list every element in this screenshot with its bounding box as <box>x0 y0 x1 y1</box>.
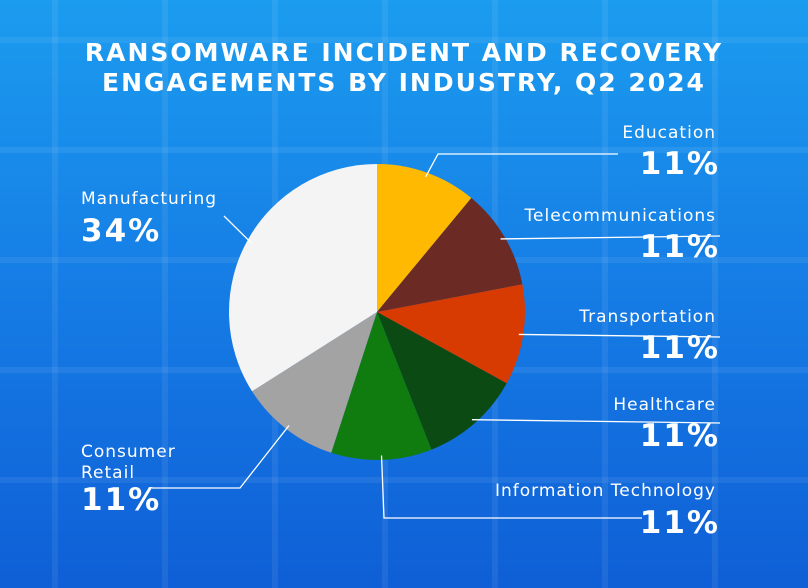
chart-title-line-2: ENGAGEMENTS BY INDUSTRY, Q2 2024 <box>102 68 706 97</box>
leader-line-transportation <box>518 333 721 338</box>
value-consumer-retail: 11% <box>81 482 162 518</box>
pie-slice-telecommunications <box>377 197 523 312</box>
grid-line-vertical-1 <box>162 0 168 588</box>
value-telecommunications: 11% <box>639 229 720 265</box>
grid-line-horizontal-0 <box>0 37 808 43</box>
label-healthcare: Healthcare <box>613 395 716 415</box>
pie-slice-manufacturing <box>229 164 377 392</box>
value-healthcare: 11% <box>639 418 720 454</box>
chart-title-line-1: RANSOMWARE INCIDENT AND RECOVERY <box>84 38 724 67</box>
label-transportation: Transportation <box>579 307 716 327</box>
label-manufacturing: Manufacturing <box>81 189 218 209</box>
label-telecommunications: Telecommunications <box>524 206 716 226</box>
leader-line-healthcare <box>471 419 721 424</box>
pie-slice-healthcare <box>377 312 507 450</box>
leader-line-manufacturing <box>223 215 252 244</box>
label-consumer-retail-line-1: Consumer <box>81 442 176 462</box>
grid-line-horizontal-1 <box>0 147 808 153</box>
pie-slice-information-technology <box>331 312 432 460</box>
leader-line-consumer-retail <box>152 425 290 489</box>
value-education: 11% <box>639 146 720 182</box>
grid-line-vertical-6 <box>712 0 718 588</box>
grid-line-vertical-5 <box>602 0 608 588</box>
pie-slice-consumer-retail <box>252 312 377 453</box>
label-information-technology: Information Technology <box>494 481 716 501</box>
pie-slice-transportation <box>377 284 526 384</box>
grid-line-vertical-0 <box>52 0 58 588</box>
value-transportation: 11% <box>639 330 720 366</box>
value-information-technology: 11% <box>639 505 720 541</box>
leader-line-telecommunications <box>500 235 721 240</box>
pie-slice-education <box>377 164 472 312</box>
grid-line-horizontal-4 <box>0 477 808 483</box>
leader-line-information-technology <box>380 455 642 519</box>
value-manufacturing: 34% <box>81 213 162 249</box>
label-education: Education <box>622 123 716 143</box>
label-consumer-retail-line-2: Retail <box>81 463 136 483</box>
leader-line-education <box>425 153 618 178</box>
